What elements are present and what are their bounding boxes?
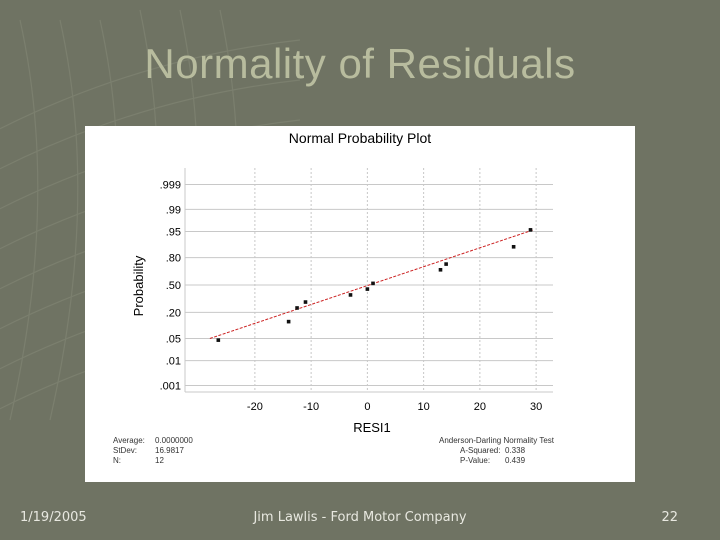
stat-label: N: [113, 456, 121, 465]
x-tick-label: 10 [418, 401, 430, 413]
normality-test-title: Anderson-Darling Normality Test [439, 436, 555, 445]
stat-value: 16.9817 [155, 446, 184, 455]
stat-value: 0.338 [505, 446, 526, 455]
data-point [295, 306, 299, 310]
y-tick-label: .95 [166, 227, 181, 239]
probability-plot-panel: Normal Probability Plot Probability RESI… [85, 126, 635, 482]
x-tick-label: 30 [530, 401, 542, 413]
data-point [444, 262, 448, 266]
stat-label: StDev: [113, 446, 137, 455]
y-tick-label: .20 [166, 307, 181, 319]
x-tick-label: -10 [303, 401, 319, 413]
stat-value: 0.439 [505, 456, 526, 465]
y-axis-label: Probability [131, 255, 146, 316]
fit-line [209, 229, 534, 339]
page-number: 22 [661, 510, 678, 525]
data-point [371, 281, 375, 286]
x-axis-label: RESI1 [353, 420, 391, 435]
y-tick-label: .05 [166, 333, 181, 345]
slide-title: Normality of Residuals [144, 40, 576, 87]
data-point [511, 244, 516, 249]
footer-date: 1/19/2005 [20, 510, 87, 525]
y-tick-label: .01 [166, 356, 181, 368]
data-point [438, 267, 443, 272]
x-tick-label: 0 [364, 401, 370, 413]
data-point [303, 300, 308, 304]
y-tick-label: .001 [160, 380, 181, 392]
stat-value: 0.0000000 [155, 436, 193, 445]
y-tick-label: .80 [166, 253, 181, 265]
x-tick-label: 20 [474, 401, 486, 413]
footer-author: Jim Lawlis - Ford Motor Company [253, 510, 467, 525]
data-point [348, 293, 353, 297]
y-tick-label: .999 [160, 180, 181, 192]
data-point [365, 287, 370, 291]
data-point [286, 319, 291, 324]
data-point [216, 338, 221, 342]
stat-label: Average: [113, 436, 145, 445]
stat-label: P-Value: [460, 456, 490, 465]
normal-probability-plot: Normal Probability Plot Probability RESI… [113, 130, 555, 465]
stat-label: A-Squared: [460, 446, 500, 455]
data-point [528, 228, 533, 232]
x-tick-label: -20 [247, 401, 263, 413]
y-tick-label: .50 [166, 280, 181, 292]
chart-title: Normal Probability Plot [289, 130, 431, 146]
y-tick-label: .99 [166, 204, 181, 216]
stat-value: 12 [155, 456, 164, 465]
